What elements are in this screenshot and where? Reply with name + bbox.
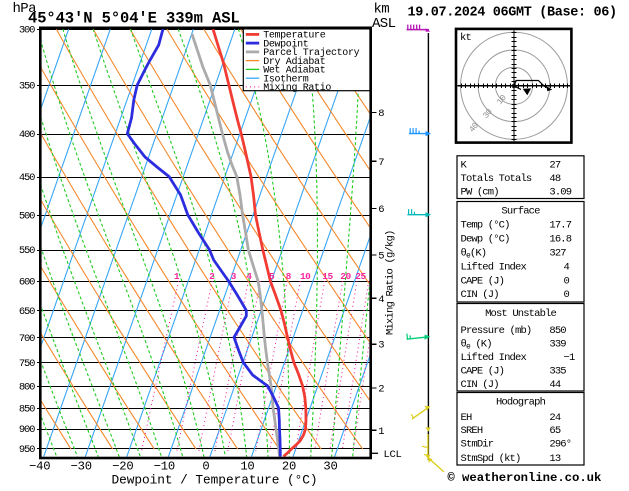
svg-text:20: 20: [340, 271, 351, 282]
svg-text:Dewp (°C): Dewp (°C): [461, 234, 510, 246]
svg-text:3: 3: [378, 340, 384, 352]
svg-text:Totals Totals: Totals Totals: [461, 173, 532, 185]
svg-text:θe (K): θe (K): [461, 339, 492, 352]
svg-text:4: 4: [378, 294, 384, 306]
svg-text:Surface: Surface: [501, 205, 540, 217]
svg-text:−1: −1: [564, 352, 575, 364]
svg-text:800: 800: [19, 381, 35, 393]
svg-text:650: 650: [19, 306, 35, 318]
svg-text:5: 5: [378, 251, 384, 263]
svg-text:339: 339: [549, 339, 566, 351]
svg-text:950: 950: [19, 444, 35, 456]
svg-text:600: 600: [19, 277, 35, 289]
svg-text:450: 450: [19, 172, 35, 184]
svg-text:−10: −10: [154, 460, 175, 474]
svg-text:400: 400: [19, 129, 35, 141]
svg-text:kt: kt: [460, 32, 472, 44]
svg-text:LCL: LCL: [384, 449, 402, 461]
svg-text:550: 550: [19, 245, 35, 257]
svg-text:0: 0: [564, 289, 570, 301]
svg-text:Temp (°C): Temp (°C): [461, 220, 510, 232]
svg-text:CAPE (J): CAPE (J): [461, 366, 505, 378]
svg-text:EH: EH: [461, 412, 472, 424]
svg-text:327: 327: [549, 248, 566, 260]
svg-text:Dewpoint / Temperature (°C): Dewpoint / Temperature (°C): [112, 473, 318, 487]
svg-text:13: 13: [549, 453, 560, 465]
svg-text:0: 0: [202, 460, 209, 474]
svg-text:900: 900: [19, 424, 35, 436]
svg-text:65: 65: [549, 425, 560, 437]
svg-text:CIN (J): CIN (J): [461, 379, 499, 391]
svg-text:296°: 296°: [549, 439, 571, 451]
svg-text:Mixing Ratio: Mixing Ratio: [263, 82, 331, 94]
svg-text:SREH: SREH: [461, 425, 483, 437]
svg-text:45°43'N 5°04'E 339m ASL: 45°43'N 5°04'E 339m ASL: [28, 10, 240, 28]
svg-text:3.09: 3.09: [549, 187, 571, 199]
svg-text:27: 27: [549, 160, 560, 172]
svg-text:500: 500: [19, 210, 35, 222]
svg-text:750: 750: [19, 358, 35, 370]
svg-text:−30: −30: [71, 460, 92, 474]
svg-text:5: 5: [269, 271, 275, 282]
svg-text:24: 24: [549, 412, 560, 424]
svg-text:8: 8: [378, 108, 384, 120]
svg-text:CAPE (J): CAPE (J): [461, 276, 505, 288]
svg-text:335: 335: [549, 366, 566, 378]
svg-text:θe(K): θe(K): [461, 248, 487, 261]
svg-text:1: 1: [378, 426, 384, 438]
svg-text:16.8: 16.8: [549, 234, 571, 246]
svg-text:0: 0: [564, 276, 570, 288]
svg-text:Most Unstable: Most Unstable: [485, 308, 556, 320]
svg-text:StmDir: StmDir: [461, 439, 494, 451]
svg-text:3: 3: [231, 271, 237, 282]
svg-text:Pressure (mb): Pressure (mb): [461, 325, 532, 337]
svg-text:2: 2: [209, 271, 215, 282]
svg-text:700: 700: [19, 333, 35, 345]
svg-text:30: 30: [323, 460, 337, 474]
svg-text:4: 4: [246, 271, 252, 282]
svg-text:15: 15: [322, 271, 333, 282]
svg-text:17.7: 17.7: [549, 220, 571, 232]
svg-text:Lifted Index: Lifted Index: [461, 352, 527, 364]
svg-text:2: 2: [378, 384, 384, 396]
svg-text:850: 850: [19, 403, 35, 415]
svg-text:20: 20: [282, 460, 296, 474]
svg-text:PW (cm): PW (cm): [461, 187, 499, 199]
svg-text:25: 25: [355, 271, 366, 282]
svg-text:Hodograph: Hodograph: [496, 396, 546, 408]
svg-text:850: 850: [549, 325, 566, 337]
svg-text:7: 7: [378, 157, 384, 169]
svg-text:8: 8: [286, 271, 292, 282]
svg-text:−20: −20: [112, 460, 133, 474]
svg-text:48: 48: [549, 173, 560, 185]
svg-text:Mixing Ratio (g/kg): Mixing Ratio (g/kg): [385, 230, 397, 335]
svg-text:10: 10: [300, 271, 311, 282]
svg-text:Lifted Index: Lifted Index: [461, 262, 527, 274]
svg-text:19.07.2024 06GMT (Base: 06): 19.07.2024 06GMT (Base: 06): [408, 5, 617, 20]
svg-text:−40: −40: [29, 460, 50, 474]
svg-text:44: 44: [549, 379, 560, 391]
svg-text:ASL: ASL: [372, 16, 396, 32]
svg-text:4: 4: [564, 262, 570, 274]
svg-text:© weatheronline.co.uk: © weatheronline.co.uk: [447, 471, 602, 485]
svg-text:10: 10: [240, 460, 254, 474]
svg-text:StmSpd (kt): StmSpd (kt): [461, 453, 521, 465]
svg-text:1: 1: [174, 271, 180, 282]
svg-text:CIN (J): CIN (J): [461, 289, 499, 301]
svg-text:6: 6: [378, 204, 384, 216]
svg-text:350: 350: [19, 81, 35, 93]
